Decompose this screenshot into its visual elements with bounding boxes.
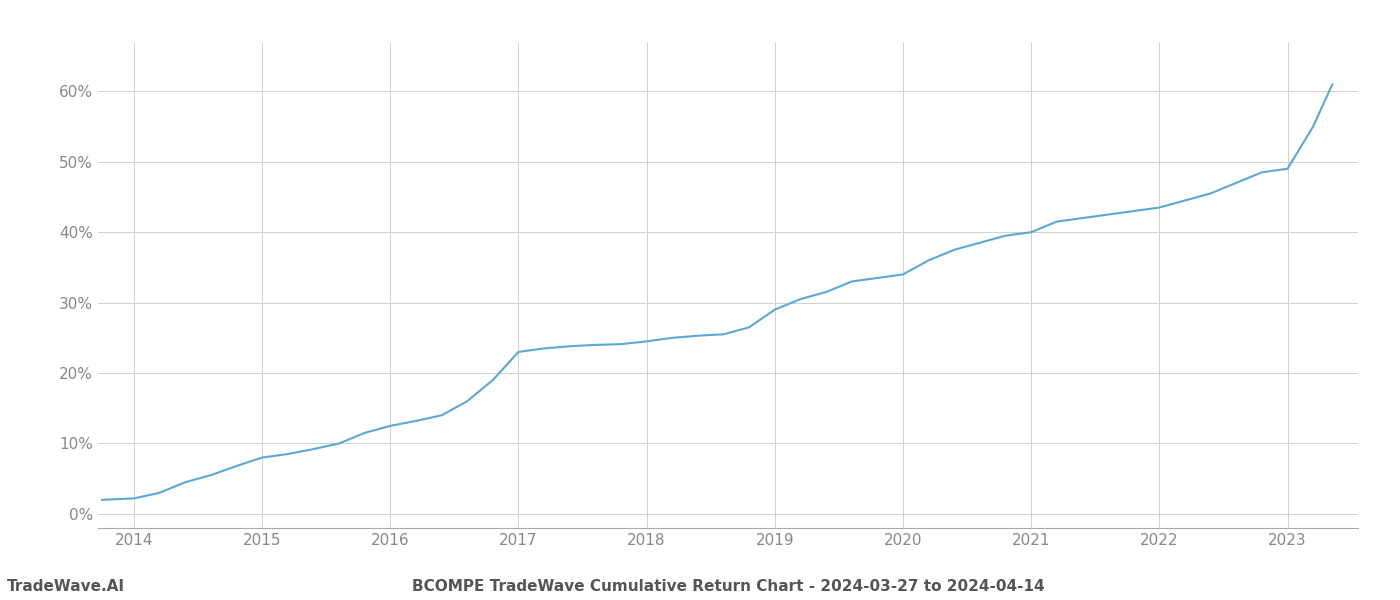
Text: TradeWave.AI: TradeWave.AI <box>7 579 125 594</box>
Text: BCOMPE TradeWave Cumulative Return Chart - 2024-03-27 to 2024-04-14: BCOMPE TradeWave Cumulative Return Chart… <box>412 579 1044 594</box>
